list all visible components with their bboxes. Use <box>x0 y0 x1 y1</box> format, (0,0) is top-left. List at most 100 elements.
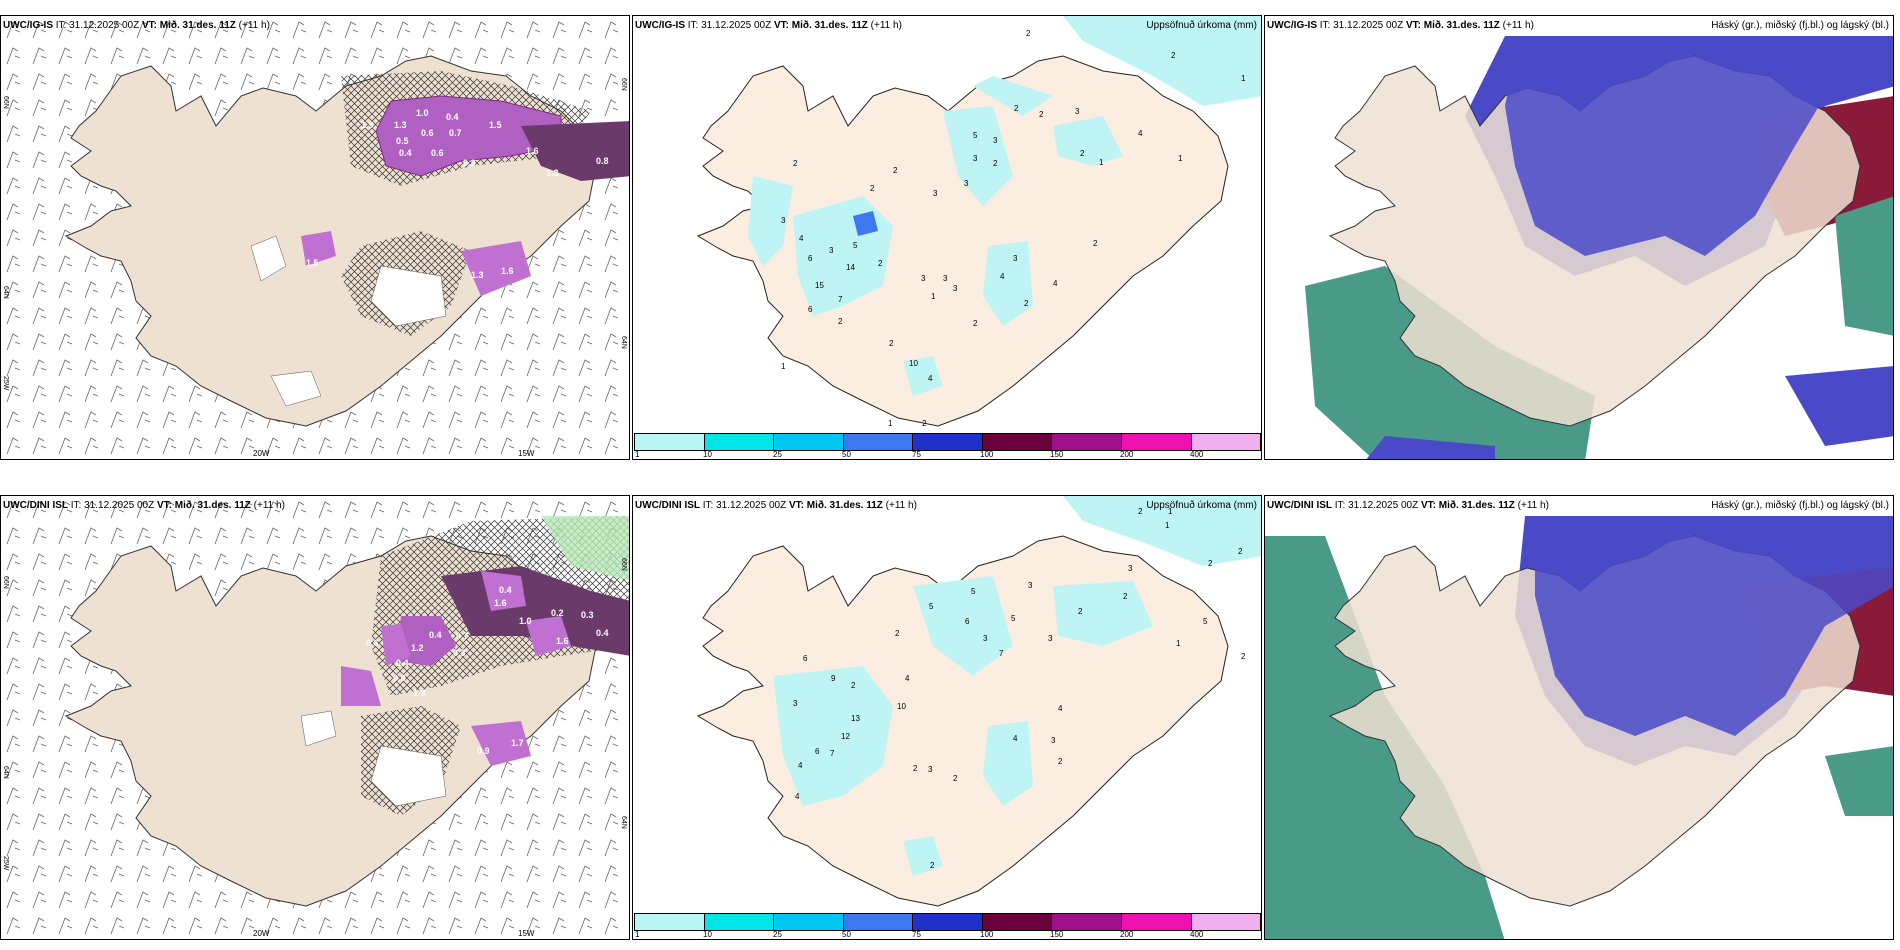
svg-text:1.3: 1.3 <box>471 270 484 280</box>
legend-swatch <box>634 913 705 931</box>
svg-text:1.6: 1.6 <box>494 598 507 608</box>
svg-text:3: 3 <box>943 274 948 283</box>
svg-text:2: 2 <box>993 159 998 168</box>
svg-text:5: 5 <box>971 587 976 596</box>
svg-text:1.6: 1.6 <box>526 146 539 156</box>
svg-text:1.3: 1.3 <box>546 168 559 178</box>
svg-text:0.6: 0.6 <box>431 148 444 158</box>
svg-text:4: 4 <box>795 792 800 801</box>
map-canvas: 0.4 1.6 0.6 0.4 1.2 0.4 0.7 0.3 1.3 0.8 … <box>1 496 629 939</box>
lat-label: 25W <box>2 376 9 391</box>
svg-text:2: 2 <box>930 861 935 870</box>
svg-text:1: 1 <box>781 362 786 371</box>
svg-text:6: 6 <box>965 617 970 626</box>
svg-text:2: 2 <box>793 159 798 168</box>
lon-label: 20W <box>253 929 270 938</box>
svg-text:2: 2 <box>973 319 978 328</box>
map-panel-cloud-bottom: UWC/DINI ISL IT: 31.12.2025 00Z VT: Mið.… <box>1264 495 1894 940</box>
svg-text:1.3: 1.3 <box>413 688 426 698</box>
svg-text:4: 4 <box>1058 704 1063 713</box>
svg-text:1.9: 1.9 <box>361 120 374 130</box>
svg-text:1.0: 1.0 <box>416 108 429 118</box>
panel-header: UWC/IG-IS IT: 31.12.2025 00Z VT: Mið. 31… <box>1267 20 1534 31</box>
svg-text:4: 4 <box>1013 734 1018 743</box>
svg-text:10: 10 <box>897 702 906 711</box>
svg-text:1.2: 1.2 <box>411 643 424 653</box>
svg-text:2: 2 <box>1014 104 1019 113</box>
legend-swatch <box>912 913 983 931</box>
svg-text:3: 3 <box>953 284 958 293</box>
svg-text:2: 2 <box>1123 592 1128 601</box>
legend-swatch <box>773 913 844 931</box>
svg-text:1.6: 1.6 <box>556 636 569 646</box>
svg-text:3: 3 <box>964 179 969 188</box>
svg-text:0.4: 0.4 <box>596 628 609 638</box>
legend-labels: 1 10 25 50 75 100 150 200 400 <box>635 930 1204 939</box>
lat-label: 64N <box>2 766 9 779</box>
panel-header: UWC/DINI ISL IT: 31.12.2025 00Z VT: Mið.… <box>3 500 285 511</box>
svg-text:3: 3 <box>973 154 978 163</box>
legend-swatch <box>703 913 775 931</box>
svg-text:3: 3 <box>793 699 798 708</box>
svg-text:2: 2 <box>1208 559 1213 568</box>
svg-text:2: 2 <box>851 681 856 690</box>
svg-text:0.7: 0.7 <box>456 631 469 641</box>
legend-swatch <box>703 433 775 451</box>
map-canvas <box>1265 16 1893 459</box>
svg-text:9: 9 <box>831 674 836 683</box>
svg-text:0.7: 0.7 <box>449 128 462 138</box>
svg-text:4: 4 <box>1053 279 1058 288</box>
legend-swatch <box>634 433 705 451</box>
svg-text:4: 4 <box>1000 272 1005 281</box>
lat-label: 66N <box>620 78 627 91</box>
map-canvas <box>1265 496 1893 939</box>
svg-text:14: 14 <box>846 263 855 272</box>
svg-text:0.6: 0.6 <box>421 128 434 138</box>
svg-text:1: 1 <box>1178 154 1183 163</box>
intensity-labels-bottom: 0.4 1.6 0.6 0.4 1.2 0.4 0.7 0.3 1.3 0.8 … <box>366 585 609 756</box>
svg-text:2: 2 <box>1078 607 1083 616</box>
lat-label: 66N <box>620 558 627 571</box>
svg-text:0.8: 0.8 <box>596 156 609 166</box>
svg-text:2: 2 <box>1024 299 1029 308</box>
svg-text:1: 1 <box>1165 521 1170 530</box>
svg-text:3: 3 <box>928 765 933 774</box>
legend-swatch <box>842 913 914 931</box>
precip-values-top: 2 1 2 3 2 2 2 1 2 2 3 2 3 4 5 3 3 2 1 2 … <box>781 29 1246 428</box>
panel-title: Háský (gr.), miðský (fj.bl.) og lágský (… <box>1711 500 1889 511</box>
svg-text:1: 1 <box>1099 158 1104 167</box>
lat-label: 25W <box>2 856 9 871</box>
svg-text:2: 2 <box>953 774 958 783</box>
svg-text:4: 4 <box>798 761 803 770</box>
lat-label: 66N <box>2 576 9 589</box>
legend-swatch <box>842 433 914 451</box>
map-canvas: 1.3 0.6 1.5 0.7 1.0 0.5 0.4 0.6 0.3 0.8 … <box>1 16 629 459</box>
map-panel-precip-top: 2 1 2 3 2 2 2 1 2 2 3 2 3 4 5 3 3 2 1 2 … <box>632 15 1262 460</box>
svg-text:1.3: 1.3 <box>394 120 407 130</box>
legend-swatch <box>1120 433 1192 451</box>
svg-text:10: 10 <box>909 359 918 368</box>
svg-text:5: 5 <box>1203 617 1208 626</box>
svg-text:2: 2 <box>1238 547 1243 556</box>
svg-text:2: 2 <box>1058 757 1063 766</box>
svg-text:6: 6 <box>815 747 820 756</box>
svg-text:6: 6 <box>808 254 813 263</box>
svg-text:7: 7 <box>999 649 1004 658</box>
svg-text:0.6: 0.6 <box>366 638 379 648</box>
map-panel-cloud-top: UWC/IG-IS IT: 31.12.2025 00Z VT: Mið. 31… <box>1264 15 1894 460</box>
svg-text:0.3: 0.3 <box>453 648 466 658</box>
svg-text:2: 2 <box>893 166 898 175</box>
intensity-labels-top: 1.3 0.6 1.5 0.7 1.0 0.5 0.4 0.6 0.3 0.8 … <box>306 108 609 280</box>
legend-swatch <box>912 433 983 451</box>
svg-text:2: 2 <box>1093 239 1098 248</box>
svg-text:6: 6 <box>803 654 808 663</box>
svg-text:2: 2 <box>1138 507 1143 516</box>
legend-swatch <box>1190 433 1261 451</box>
panel-title: Uppsöfnuð úrkoma (mm) <box>1146 500 1257 511</box>
svg-text:2: 2 <box>1171 51 1176 60</box>
map-panel-precip-bottom: 2 1 1 2 3 2 3 2 5 6 5 2 3 7 5 3 2 6 9 4 … <box>632 495 1262 940</box>
legend-swatch <box>1120 913 1192 931</box>
svg-text:4: 4 <box>905 674 910 683</box>
legend-swatch <box>1190 913 1261 931</box>
svg-text:5: 5 <box>853 241 858 250</box>
